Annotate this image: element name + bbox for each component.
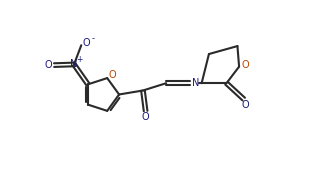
Text: +: +	[76, 55, 82, 64]
Text: O: O	[45, 60, 52, 70]
Text: O: O	[108, 70, 116, 80]
Text: N: N	[192, 78, 199, 88]
Text: O: O	[241, 60, 249, 70]
Text: O: O	[241, 100, 249, 110]
Text: O: O	[142, 112, 150, 122]
Text: -: -	[91, 34, 94, 43]
Text: O: O	[83, 38, 90, 48]
Text: N: N	[70, 59, 77, 69]
